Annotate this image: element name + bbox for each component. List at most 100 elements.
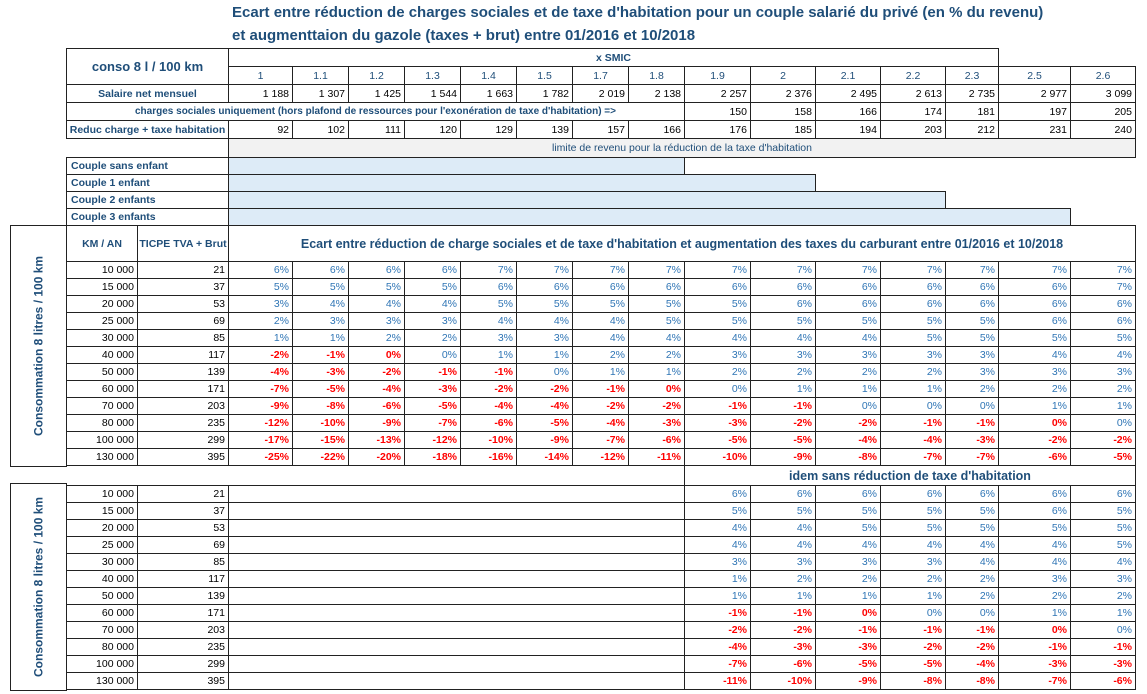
smic-label: x SMIC: [228, 48, 999, 67]
salary-value: 2 019: [572, 84, 629, 103]
percent-value: -16%: [460, 448, 517, 466]
reduc-value: 157: [572, 120, 629, 139]
ticpe-value: 21: [137, 485, 229, 503]
ticpe-value: 85: [137, 329, 229, 347]
percent-value: -5%: [684, 431, 751, 449]
percent-value: -9%: [516, 431, 573, 449]
percent-value: 5%: [998, 329, 1071, 347]
percent-value: 3%: [516, 329, 573, 347]
salary-value: 2 613: [880, 84, 946, 103]
percent-value: 4%: [945, 536, 999, 554]
reduc-value: 194: [815, 120, 881, 139]
percent-value: -7%: [998, 672, 1071, 690]
side-label: Consommation 8 litres / 100 km: [10, 483, 67, 691]
percent-value: 3%: [1070, 570, 1136, 588]
reduc-value: 240: [1070, 120, 1136, 139]
percent-value: -2%: [228, 346, 293, 364]
percent-value: 4%: [880, 536, 946, 554]
percent-value: 5%: [815, 519, 881, 537]
km-value: 130 000: [66, 672, 138, 690]
reduc-value: 176: [684, 120, 751, 139]
percent-value: 4%: [945, 553, 999, 571]
percent-value: 2%: [348, 329, 405, 347]
percent-value: 0%: [404, 346, 461, 364]
km-value: 10 000: [66, 261, 138, 279]
ticpe-value: 53: [137, 295, 229, 313]
percent-value: 1%: [880, 587, 946, 605]
km-value: 30 000: [66, 329, 138, 347]
percent-value: -2%: [945, 638, 999, 656]
reduc-value: 129: [460, 120, 517, 139]
percent-value: 3%: [348, 312, 405, 330]
percent-value: 0%: [998, 621, 1071, 639]
percent-value: -4%: [348, 380, 405, 398]
percent-value: 1%: [516, 346, 573, 364]
percent-value: -11%: [684, 672, 751, 690]
percent-value: 6%: [945, 485, 999, 503]
percent-value: 3%: [684, 346, 751, 364]
ticpe-value: 203: [137, 397, 229, 415]
percent-value: 5%: [750, 312, 816, 330]
percent-value: 5%: [1070, 536, 1136, 554]
percent-value: 4%: [684, 519, 751, 537]
smic-value: 2.2: [880, 66, 946, 85]
percent-value: 5%: [998, 519, 1071, 537]
salary-value: 1 307: [292, 84, 349, 103]
charges-value: 197: [998, 102, 1071, 121]
smic-value: 1.7: [572, 66, 629, 85]
percent-value: 7%: [880, 261, 946, 279]
salary-value: 1 663: [460, 84, 517, 103]
percent-value: 2%: [572, 346, 629, 364]
empty-cell: [228, 536, 685, 554]
percent-value: 1%: [750, 380, 816, 398]
reduc-value: 203: [880, 120, 946, 139]
empty-cell: [228, 672, 685, 690]
percent-value: -5%: [1070, 448, 1136, 466]
percent-value: 2%: [880, 570, 946, 588]
percent-value: 5%: [750, 502, 816, 520]
percent-value: 6%: [998, 312, 1071, 330]
percent-value: -1%: [880, 621, 946, 639]
percent-value: 5%: [460, 295, 517, 313]
percent-value: 4%: [750, 536, 816, 554]
percent-value: 0%: [815, 397, 881, 415]
km-value: 25 000: [66, 536, 138, 554]
percent-value: 3%: [815, 553, 881, 571]
percent-value: -20%: [348, 448, 405, 466]
percent-value: -1%: [404, 363, 461, 381]
percent-value: -2%: [684, 621, 751, 639]
percent-value: 0%: [628, 380, 685, 398]
percent-value: 4%: [460, 312, 517, 330]
title-line: et augmenttaion du gazole (taxes + brut)…: [232, 27, 696, 44]
percent-value: -22%: [292, 448, 349, 466]
percent-value: 6%: [945, 278, 999, 296]
percent-value: 6%: [404, 261, 461, 279]
percent-value: -2%: [1070, 431, 1136, 449]
percent-value: -1%: [750, 397, 816, 415]
reduc-value: 92: [228, 120, 293, 139]
empty-cell: [228, 604, 685, 622]
percent-value: 5%: [815, 312, 881, 330]
percent-value: 4%: [572, 329, 629, 347]
salary-value: 1 425: [348, 84, 405, 103]
percent-value: -9%: [228, 397, 293, 415]
smic-value: 2.6: [1070, 66, 1136, 85]
km-value: 130 000: [66, 448, 138, 466]
smic-value: 1.4: [460, 66, 517, 85]
percent-value: 4%: [516, 312, 573, 330]
empty-cell: [228, 570, 685, 588]
percent-value: 5%: [880, 502, 946, 520]
percent-value: -7%: [684, 655, 751, 673]
percent-value: -14%: [516, 448, 573, 466]
percent-value: -9%: [750, 448, 816, 466]
percent-value: 7%: [998, 261, 1071, 279]
empty-cell: [228, 621, 685, 639]
percent-value: -2%: [348, 363, 405, 381]
percent-value: -10%: [750, 672, 816, 690]
percent-value: -5%: [404, 397, 461, 415]
percent-value: 6%: [572, 278, 629, 296]
percent-value: -11%: [628, 448, 685, 466]
percent-value: -25%: [228, 448, 293, 466]
percent-value: 6%: [945, 295, 999, 313]
